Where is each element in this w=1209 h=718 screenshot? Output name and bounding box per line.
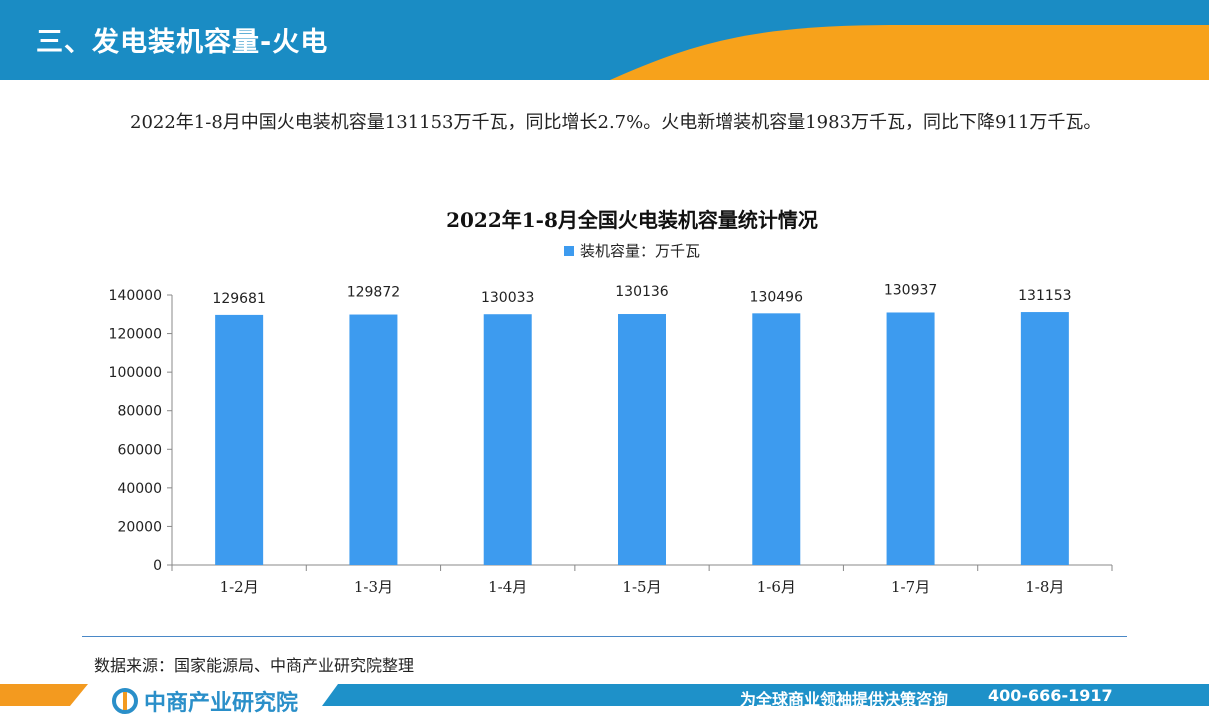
bar [1020, 312, 1069, 565]
x-tick-label: 1-7月 [891, 578, 930, 596]
bar-chart: 2022年1-8月全国火电装机容量统计情况 装机容量：万千瓦 0 20000 400… [0, 195, 1209, 605]
data-label: 130496 [750, 289, 804, 305]
chart-bars [215, 312, 1069, 565]
y-tick-label: 100000 [109, 365, 162, 381]
legend-label: 装机容量：万千瓦 [580, 242, 700, 260]
source-divider [82, 636, 1127, 637]
chart-svg: 2022年1-8月全国火电装机容量统计情况 装机容量：万千瓦 0 20000 400… [109, 208, 1113, 596]
x-tick-label: 1-4月 [488, 578, 527, 596]
bar [483, 314, 532, 565]
y-tick-label: 60000 [117, 442, 162, 458]
data-label: 130136 [615, 284, 669, 300]
y-tick-label: 80000 [117, 404, 162, 420]
data-label: 130937 [884, 282, 937, 298]
bar [886, 312, 935, 565]
chart-labels: 129681 1-2月 129872 1-3月 130033 1-4月 130136 1-5月… [212, 282, 1071, 596]
footer-slogan: 为全球商业领袖提供决策咨询 [740, 690, 949, 709]
footer-background [0, 684, 1209, 706]
y-tick-label: 20000 [117, 519, 162, 535]
y-tick-label: 0 [153, 558, 162, 574]
chart-title: 2022年1-8月全国火电装机容量统计情况 [446, 208, 818, 232]
data-label: 131153 [1018, 288, 1071, 304]
bar [752, 313, 801, 565]
x-tick-label: 1-5月 [622, 578, 661, 596]
bar [215, 314, 264, 565]
x-tick-label: 1-6月 [757, 578, 796, 596]
x-tick-label: 1-3月 [354, 578, 393, 596]
footer-banner [0, 682, 1209, 718]
brand-logo-icon [112, 688, 138, 714]
bar [618, 314, 666, 565]
footer-phone: 400-666-1917 [988, 686, 1113, 705]
summary-paragraph: 2022年1-8月中国火电装机容量131153万千瓦，同比增长2.7%。火电新增… [130, 112, 1102, 133]
legend-swatch [564, 246, 574, 256]
header-banner: 三、发电装机容量-火电 [0, 0, 1209, 80]
x-tick-label: 1-8月 [1025, 578, 1064, 596]
data-label: 129681 [212, 291, 265, 307]
page-title: 三、发电装机容量-火电 [36, 27, 329, 58]
x-tick-label: 1-2月 [220, 578, 259, 596]
data-label: 130033 [481, 290, 534, 306]
data-source: 数据来源：国家能源局、中商产业研究院整理 [94, 656, 415, 675]
bar [349, 314, 398, 565]
brand-logo-block: 中商产业研究院 [112, 685, 298, 717]
brand-name: 中商产业研究院 [144, 691, 299, 716]
y-tick-label: 40000 [117, 481, 162, 497]
chart-legend: 装机容量：万千瓦 [564, 242, 700, 260]
y-tick-label: 140000 [109, 288, 162, 304]
y-tick-label: 120000 [109, 327, 162, 343]
data-label: 129872 [347, 285, 400, 301]
header-background [0, 0, 1209, 80]
